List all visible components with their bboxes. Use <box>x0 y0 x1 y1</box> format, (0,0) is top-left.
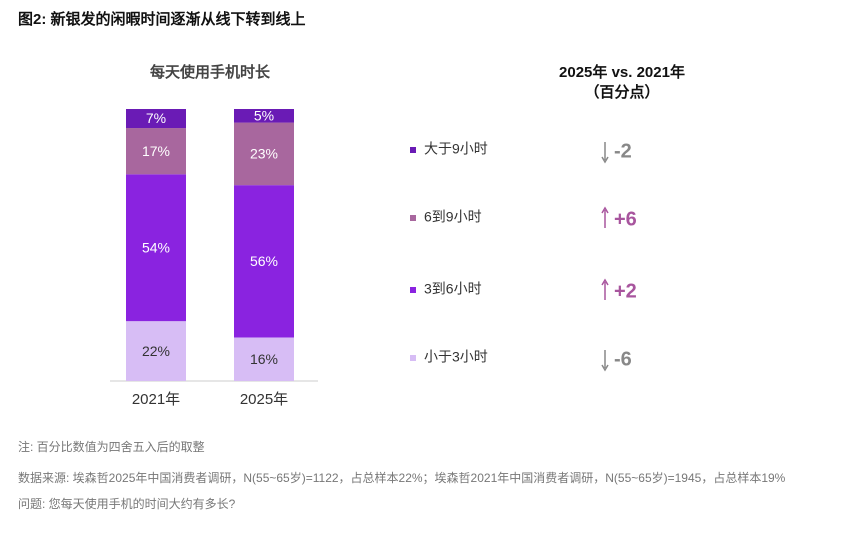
bar-segment <box>234 337 294 381</box>
change-value: +6 <box>614 208 637 230</box>
change-arrow-head <box>601 156 609 164</box>
footnote: 注: 百分比数值为四舍五入后的取整 <box>18 439 205 454</box>
value-label: 16% <box>250 351 278 367</box>
x-tick-label: 2025年 <box>240 391 288 408</box>
change-arrow-head <box>601 206 609 214</box>
footnote: 数据来源: 埃森哲2025年中国消费者调研，N(55~65岁)=1122，占总样… <box>18 470 786 485</box>
bar-segment <box>126 128 186 175</box>
bar-segment <box>126 321 186 381</box>
value-label: 56% <box>250 253 278 269</box>
bar-segment <box>234 109 294 123</box>
legend-label: 3到6小时 <box>424 281 482 297</box>
value-label: 7% <box>146 110 166 126</box>
bar-segment <box>234 122 294 186</box>
legend-swatch <box>410 287 416 293</box>
x-tick-label: 2021年 <box>132 391 180 408</box>
legend-swatch <box>410 355 416 361</box>
legend-label: 大于9小时 <box>424 141 488 157</box>
change-arrow-head <box>601 364 609 372</box>
value-label: 22% <box>142 343 170 359</box>
change-unit: （百分点） <box>584 83 659 101</box>
change-value: -6 <box>614 348 632 370</box>
value-label: 23% <box>250 146 278 162</box>
legend-label: 小于3小时 <box>424 349 488 365</box>
change-arrow-head <box>601 278 609 286</box>
value-label: 5% <box>254 108 274 124</box>
footnote: 问题: 您每天使用手机的时间大约有多长? <box>18 496 236 511</box>
chart-subtitle: 每天使用手机时长 <box>150 63 271 81</box>
value-label: 17% <box>142 143 170 159</box>
change-value: -2 <box>614 140 632 162</box>
chart-title: 图2: 新银发的闲暇时间逐渐从线下转到线上 <box>18 10 306 28</box>
legend-label: 6到9小时 <box>424 209 482 225</box>
change-value: +2 <box>614 280 637 302</box>
bar-segment <box>234 185 294 338</box>
bar-segment <box>126 174 186 322</box>
legend-swatch <box>410 147 416 153</box>
legend-swatch <box>410 215 416 221</box>
value-label: 54% <box>142 239 170 255</box>
change-title: 2025年 vs. 2021年 <box>559 63 685 81</box>
bar-segment <box>126 109 186 129</box>
